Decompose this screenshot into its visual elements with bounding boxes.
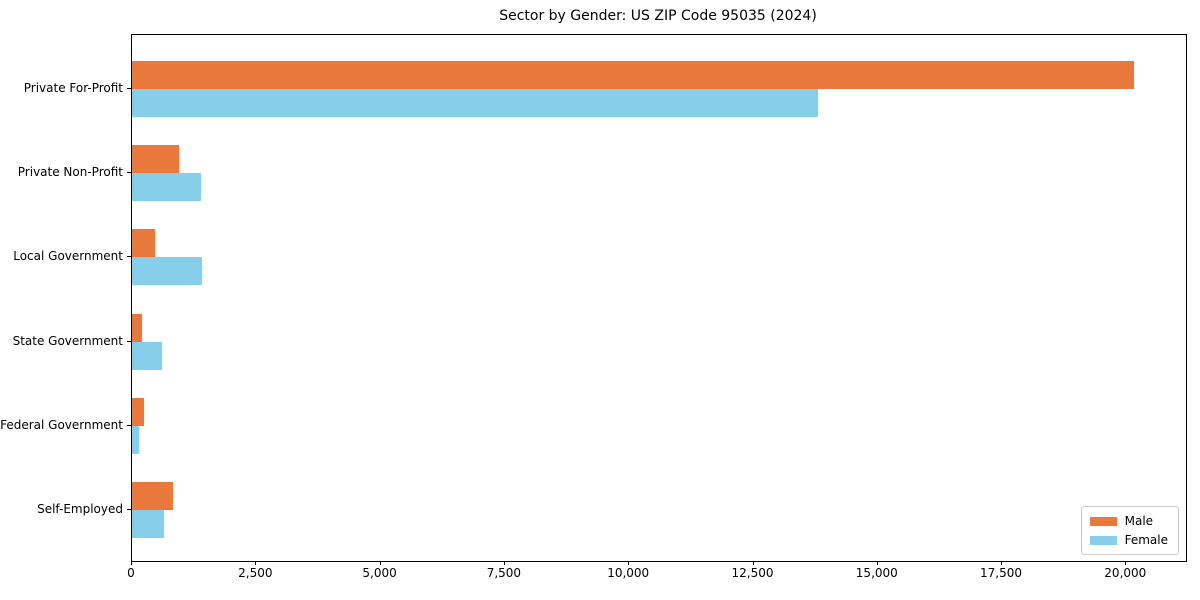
y-axis-label: Self-Employed bbox=[37, 502, 123, 516]
legend-swatch-female bbox=[1089, 535, 1117, 545]
y-axis-label: Local Government bbox=[13, 249, 123, 264]
legend-entry-female: Female bbox=[1089, 533, 1168, 547]
chart-title: Sector by Gender: US ZIP Code 95035 (202… bbox=[499, 8, 817, 24]
bar-female bbox=[132, 510, 164, 538]
x-axis-tick-label: 7,500 bbox=[486, 566, 522, 580]
legend-entry-male: Male bbox=[1089, 514, 1168, 528]
y-axis-tick bbox=[127, 172, 131, 174]
x-axis-tick bbox=[503, 561, 505, 565]
x-axis-tick bbox=[1125, 561, 1127, 565]
legend-label: Female bbox=[1124, 533, 1168, 547]
x-axis-tick-label: 5,000 bbox=[362, 566, 397, 580]
y-axis-tick bbox=[127, 340, 131, 342]
x-axis-tick-label: 0 bbox=[127, 566, 135, 580]
x-axis-tick-label: 2,500 bbox=[238, 566, 273, 580]
y-axis-label: State Government bbox=[12, 333, 123, 348]
y-axis-tick bbox=[127, 256, 131, 258]
legend-swatch-male bbox=[1089, 516, 1117, 526]
y-axis-tick bbox=[127, 509, 131, 510]
x-axis-tick bbox=[752, 561, 754, 565]
x-axis-tick-label: 15,000 bbox=[855, 566, 898, 580]
bar-male bbox=[132, 61, 1135, 89]
x-axis-tick-label: 12,500 bbox=[731, 566, 774, 580]
x-axis-tick bbox=[876, 561, 878, 565]
bar-female bbox=[132, 173, 202, 202]
bar-male bbox=[132, 145, 180, 174]
bar-female bbox=[132, 425, 140, 454]
bar-male bbox=[132, 313, 142, 342]
x-axis-tick bbox=[379, 561, 381, 565]
y-axis-label: Federal Government bbox=[0, 417, 123, 432]
x-axis-tick-label: 20,000 bbox=[1104, 566, 1147, 580]
y-axis-tick bbox=[127, 424, 131, 426]
bar-female bbox=[132, 341, 162, 370]
bar-female bbox=[132, 257, 203, 286]
y-axis-label: Private For-Profit bbox=[23, 81, 123, 95]
x-axis-tick bbox=[255, 561, 257, 565]
bar-male bbox=[132, 482, 173, 510]
bar-male bbox=[132, 397, 145, 426]
legend: Male Female bbox=[1080, 506, 1179, 555]
x-axis-tick-label: 17,500 bbox=[980, 566, 1022, 580]
y-axis-label: Private Non-Profit bbox=[17, 165, 123, 180]
y-axis-tick bbox=[127, 88, 131, 89]
x-axis-tick-label: 10,000 bbox=[607, 566, 650, 580]
x-axis-tick bbox=[131, 561, 132, 565]
plot-area: Male Female bbox=[131, 34, 1187, 562]
legend-label: Male bbox=[1124, 514, 1154, 528]
bar-female bbox=[132, 89, 819, 117]
bar-male bbox=[132, 229, 156, 258]
x-axis-tick bbox=[1001, 561, 1002, 565]
x-axis-tick bbox=[628, 561, 630, 565]
